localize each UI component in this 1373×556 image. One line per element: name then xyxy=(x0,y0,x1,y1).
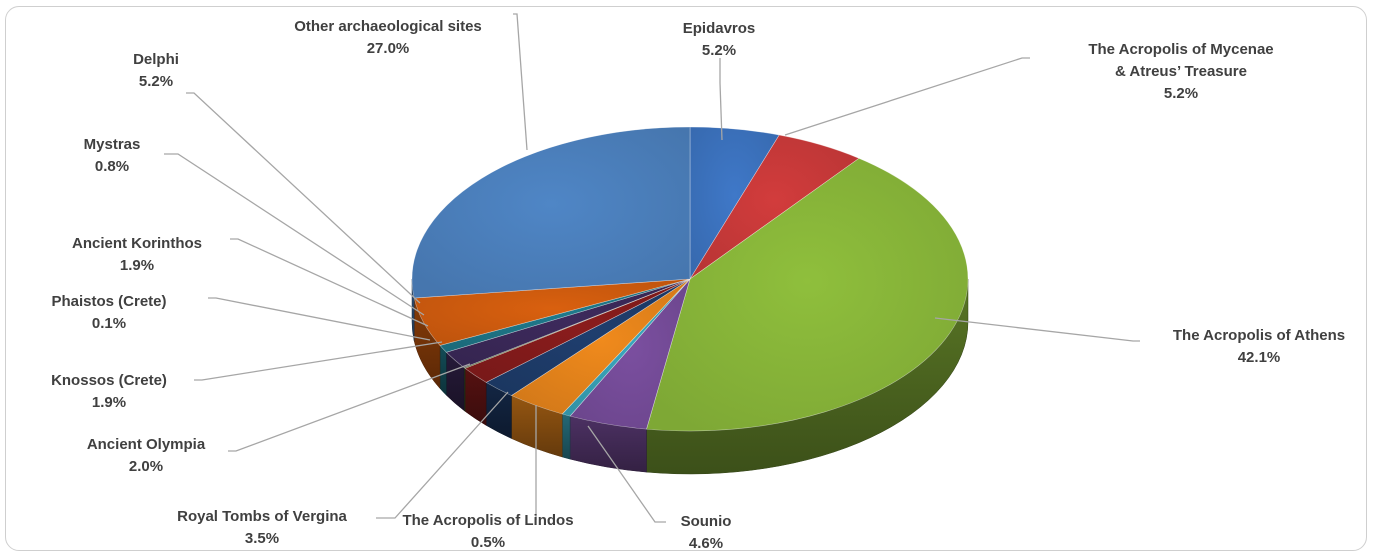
slice-value-9: 0.1% xyxy=(92,315,126,332)
slice-label-9: Phaistos (Crete) 0.1% xyxy=(51,293,166,332)
leader-line-13 xyxy=(513,13,528,151)
slice-value-8: 1.9% xyxy=(92,394,126,411)
slice-name-13: Other archaeological sites xyxy=(294,18,482,35)
slice-value-4: 4.6% xyxy=(689,535,723,552)
pie-slice-13 xyxy=(411,126,691,299)
slice-label-7: Ancient Olympia 2.0% xyxy=(87,436,206,475)
slice-label-5: The Acropolis of Lindos 0.5% xyxy=(402,512,573,551)
slice-name-9: Phaistos (Crete) xyxy=(51,293,166,310)
slice-name-3: The Acropolis of Athens xyxy=(1173,327,1345,344)
slice-name-2: The Acropolis of Mycenae xyxy=(1088,41,1273,58)
slice-value-12: 5.2% xyxy=(139,73,173,90)
leader-line-3 xyxy=(934,317,1140,342)
pie-slice-3 xyxy=(646,157,969,432)
slice-name-7: Ancient Olympia xyxy=(87,436,206,453)
slice-label-1: Epidavros 5.2% xyxy=(683,20,756,59)
slice-name-2: & Atreus’ Treasure xyxy=(1115,63,1247,80)
slice-name-8: Knossos (Crete) xyxy=(51,372,167,389)
slice-label-4: Sounio 4.6% xyxy=(681,513,732,552)
slice-value-1: 5.2% xyxy=(702,42,736,59)
slice-value-5: 0.5% xyxy=(471,534,505,551)
leader-line-12 xyxy=(186,92,421,304)
slice-value-7: 2.0% xyxy=(129,458,163,475)
leader-line-2 xyxy=(784,57,1030,136)
leader-line-11 xyxy=(164,153,425,316)
leader-line-7 xyxy=(228,363,471,452)
leader-line-9 xyxy=(208,297,431,341)
slice-name-1: Epidavros xyxy=(683,20,756,37)
leader-line-10 xyxy=(230,238,429,327)
slice-name-10: Ancient Korinthos xyxy=(72,235,202,252)
pie-side-5 xyxy=(561,413,571,460)
slice-name-6: Royal Tombs of Vergina xyxy=(177,508,347,525)
pie-slices xyxy=(411,126,969,432)
slice-label-2: The Acropolis of Mycenae & Atreus’ Treasu… xyxy=(1088,41,1273,102)
slice-value-3: 42.1% xyxy=(1238,349,1281,366)
slice-label-3: The Acropolis of Athens 42.1% xyxy=(1173,327,1345,366)
slice-name-4: Sounio xyxy=(681,513,732,530)
leader-line-8 xyxy=(194,341,443,381)
slice-label-10: Ancient Korinthos 1.9% xyxy=(72,235,202,274)
pie-side-11 xyxy=(439,344,447,396)
slice-value-2: 5.2% xyxy=(1164,85,1198,102)
slice-label-13: Other archaeological sites 27.0% xyxy=(294,18,482,57)
slice-name-12: Delphi xyxy=(133,51,179,68)
leader-line-6 xyxy=(376,391,509,519)
slice-name-11: Mystras xyxy=(84,136,141,153)
pie-side-walls xyxy=(411,278,969,475)
slice-label-11: Mystras 0.8% xyxy=(84,136,141,175)
leader-lines xyxy=(164,13,1140,523)
slice-label-12: Delphi 5.2% xyxy=(133,51,179,90)
slice-value-11: 0.8% xyxy=(95,158,129,175)
leader-line-4 xyxy=(587,425,666,523)
slice-label-6: Royal Tombs of Vergina 3.5% xyxy=(177,508,347,547)
slice-label-8: Knossos (Crete) 1.9% xyxy=(51,372,167,411)
leader-line-1 xyxy=(719,58,723,141)
data-labels: Epidavros 5.2% The Acropolis of Mycenae & A… xyxy=(51,18,1345,552)
slice-value-13: 27.0% xyxy=(367,40,410,57)
slice-name-5: The Acropolis of Lindos xyxy=(402,512,573,529)
slice-value-6: 3.5% xyxy=(245,530,279,547)
slice-value-10: 1.9% xyxy=(120,257,154,274)
